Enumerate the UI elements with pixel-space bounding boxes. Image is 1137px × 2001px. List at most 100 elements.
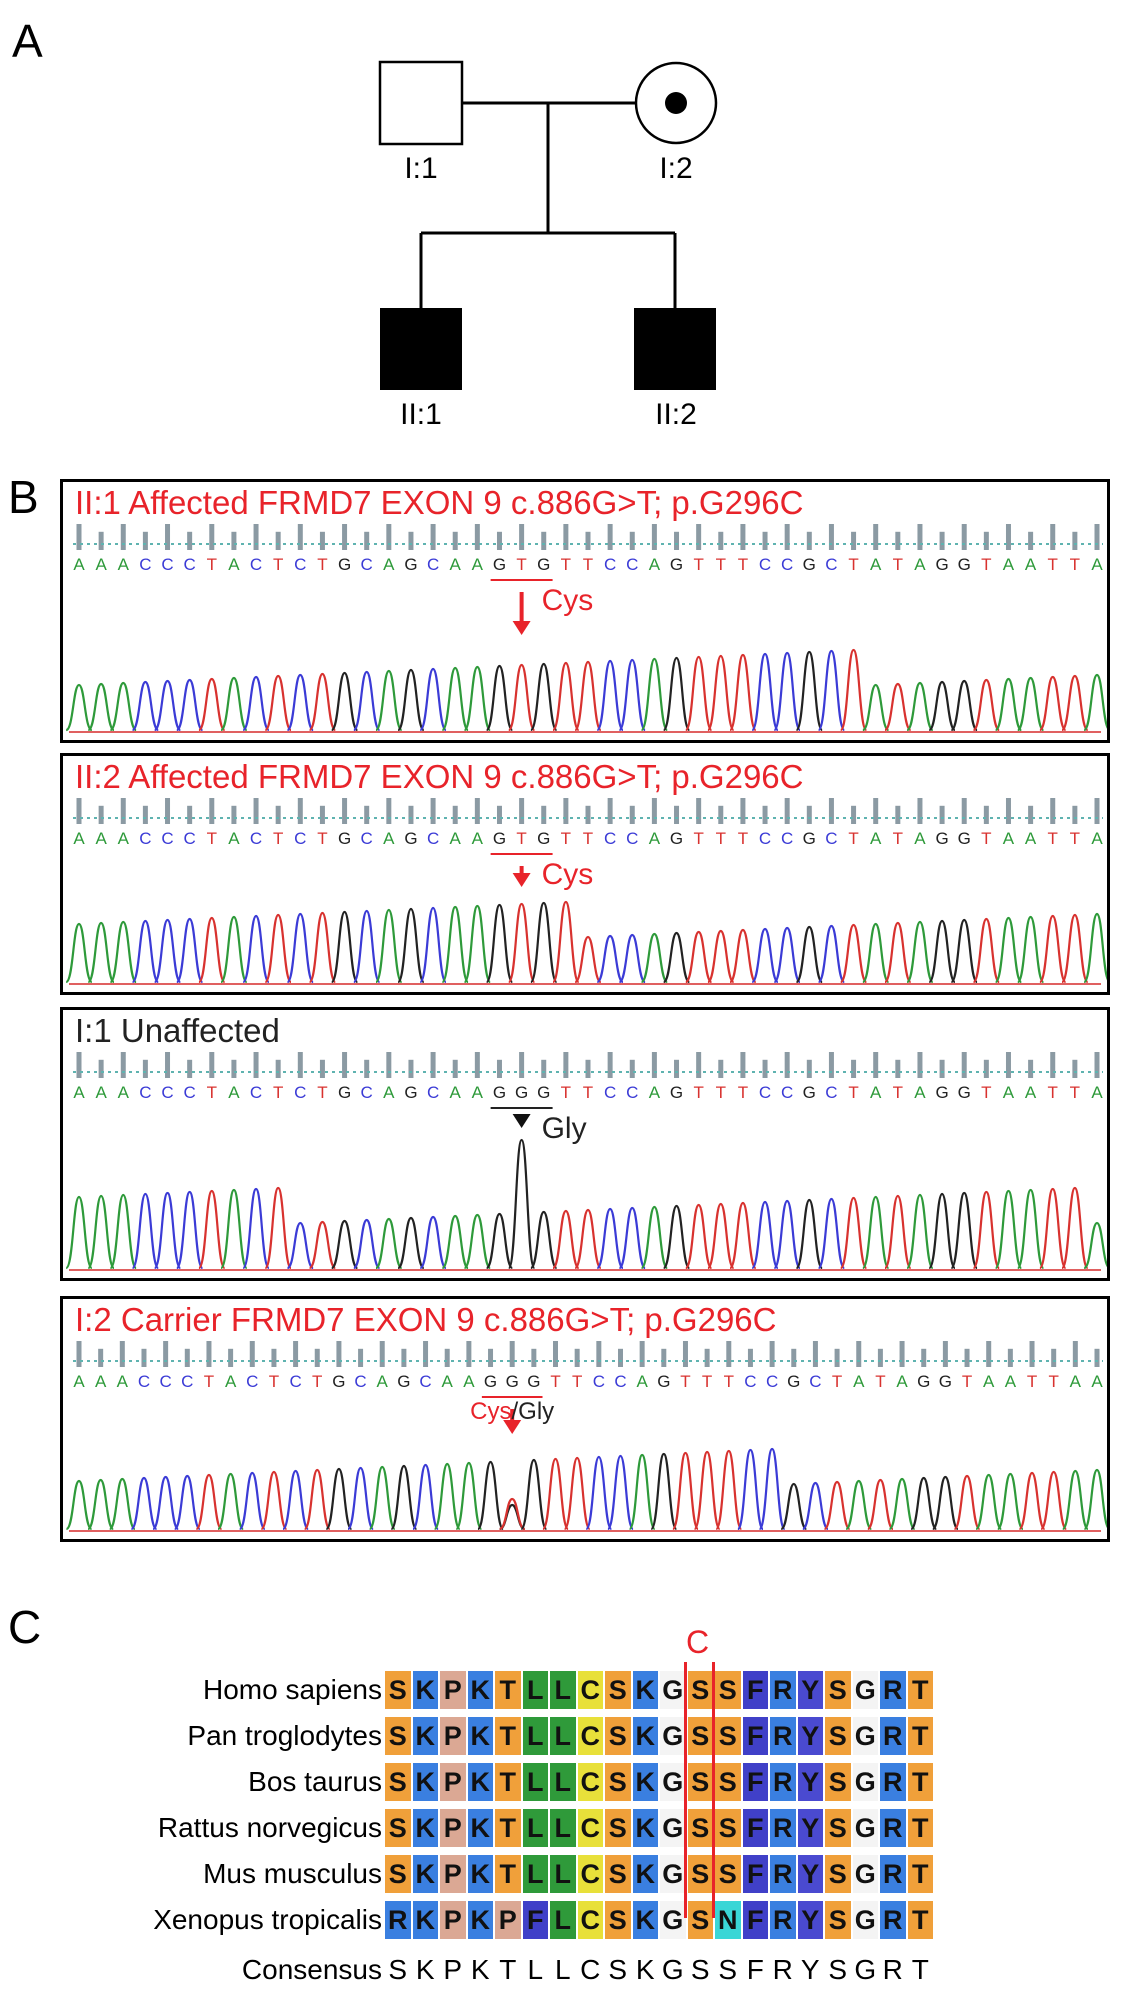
base-letter: A xyxy=(472,555,484,574)
residue-cell: L xyxy=(521,1808,549,1848)
peak xyxy=(419,906,448,984)
base-letter: A xyxy=(472,829,484,848)
mutation-marker-label: C xyxy=(686,1624,710,1660)
base-letter: A xyxy=(1025,829,1037,848)
peak xyxy=(910,1476,938,1531)
residue-cell: S xyxy=(384,1808,412,1848)
peak xyxy=(1040,1470,1068,1531)
base-letter: A xyxy=(1091,1372,1103,1391)
peak xyxy=(1016,915,1045,984)
peak xyxy=(839,923,868,984)
peak xyxy=(1083,673,1107,732)
residue-cell: F xyxy=(741,1900,769,1940)
peak xyxy=(1083,912,1107,984)
pedigree-label-i2: I:2 xyxy=(659,152,693,185)
peak xyxy=(953,1474,981,1531)
residue-cell: R xyxy=(769,1900,797,1940)
base-letter: C xyxy=(604,555,616,574)
base-letter: A xyxy=(649,1083,661,1102)
species-label: Mus musculus xyxy=(203,1858,382,1889)
residue-cell: F xyxy=(741,1762,769,1802)
peak xyxy=(87,1478,115,1531)
peak xyxy=(551,1209,580,1270)
peak xyxy=(823,1480,851,1531)
peak xyxy=(883,1194,912,1270)
peak xyxy=(242,675,270,732)
peak xyxy=(728,653,757,732)
base-letter: G xyxy=(397,1372,410,1391)
residue-cell: K xyxy=(631,1900,659,1940)
residue-cell: S xyxy=(824,1762,852,1802)
residue-cell: S xyxy=(824,1808,852,1848)
peak xyxy=(795,1198,824,1270)
base-letter: T xyxy=(724,1372,734,1391)
base-letter: C xyxy=(161,555,173,574)
residue-cell: K xyxy=(466,1670,494,1710)
base-letter: C xyxy=(766,1372,778,1391)
residue-cell: C xyxy=(576,1900,604,1940)
peak xyxy=(693,1450,721,1531)
peak xyxy=(758,1447,786,1531)
peak xyxy=(839,648,868,732)
base-letter: T xyxy=(269,1372,279,1391)
peak xyxy=(286,912,315,984)
peak xyxy=(397,668,425,732)
base-letter: G xyxy=(537,1083,550,1102)
residue-cell: F xyxy=(741,1670,769,1710)
base-letter: C xyxy=(593,1372,605,1391)
residue-cell: R xyxy=(769,1716,797,1756)
peak xyxy=(551,900,580,984)
residue-cell: L xyxy=(521,1762,549,1802)
peak xyxy=(173,1474,201,1531)
base-letter: A xyxy=(383,1083,395,1102)
peak xyxy=(928,680,957,732)
consensus-residue: L xyxy=(554,1954,571,1985)
codon-label: Gly xyxy=(542,1112,587,1145)
mutation-arrow-head xyxy=(503,1420,522,1434)
peak xyxy=(801,1481,830,1531)
residue-cell: S xyxy=(686,1808,714,1848)
residue-cell: S xyxy=(686,1854,714,1894)
base-letter: G xyxy=(787,1372,800,1391)
base-letter: A xyxy=(1025,1083,1037,1102)
peak xyxy=(374,1217,403,1270)
residue-cell: L xyxy=(549,1670,577,1710)
base-letter: G xyxy=(670,1083,683,1102)
base-letter: A xyxy=(1091,829,1103,848)
base-letter: A xyxy=(472,1083,484,1102)
residue-cell: S xyxy=(714,1762,742,1802)
residue-cell: Y xyxy=(796,1670,824,1710)
base-letter: A xyxy=(73,555,85,574)
residue-cell: C xyxy=(576,1762,604,1802)
residue-cell: T xyxy=(494,1716,522,1756)
base-letter: G xyxy=(537,829,550,848)
base-letter: C xyxy=(184,555,196,574)
residue-cell: S xyxy=(604,1808,632,1848)
peak xyxy=(441,1214,470,1270)
residue-cell: K xyxy=(411,1670,439,1710)
peak xyxy=(330,1219,359,1270)
residue-cell: P xyxy=(439,1808,467,1848)
peak xyxy=(1060,913,1089,984)
base-letter: G xyxy=(935,555,948,574)
residue-cell: S xyxy=(714,1670,742,1710)
peak xyxy=(906,920,934,984)
peak xyxy=(751,927,779,984)
peak xyxy=(175,678,204,732)
base-letter: A xyxy=(118,555,130,574)
species-label: Pan troglodytes xyxy=(187,1720,382,1751)
residue-cell: K xyxy=(631,1854,659,1894)
base-letter: A xyxy=(450,555,462,574)
base-letter: C xyxy=(626,555,638,574)
base-letter: C xyxy=(825,829,837,848)
base-letter: G xyxy=(670,555,683,574)
residue-cell: L xyxy=(521,1854,549,1894)
residue-cell: K xyxy=(411,1808,439,1848)
base-letter: C xyxy=(159,1372,171,1391)
peak xyxy=(529,1210,558,1270)
residue-cell: P xyxy=(439,1670,467,1710)
base-letter: T xyxy=(273,1083,283,1102)
